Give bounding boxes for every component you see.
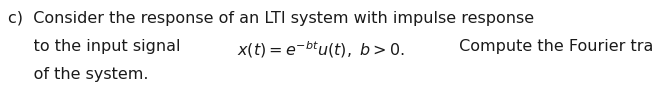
Text: c)  Consider the response of an LTI system with impulse response: c) Consider the response of an LTI syste… — [8, 11, 539, 26]
Text: $x(t) = e^{-bt}u(t),\ b > 0.$: $x(t) = e^{-bt}u(t),\ b > 0.$ — [237, 39, 405, 60]
Text: of the system.: of the system. — [8, 67, 148, 82]
Text: to the input signal: to the input signal — [8, 39, 185, 54]
Text: Compute the Fourier transform of the output: Compute the Fourier transform of the out… — [454, 39, 652, 54]
